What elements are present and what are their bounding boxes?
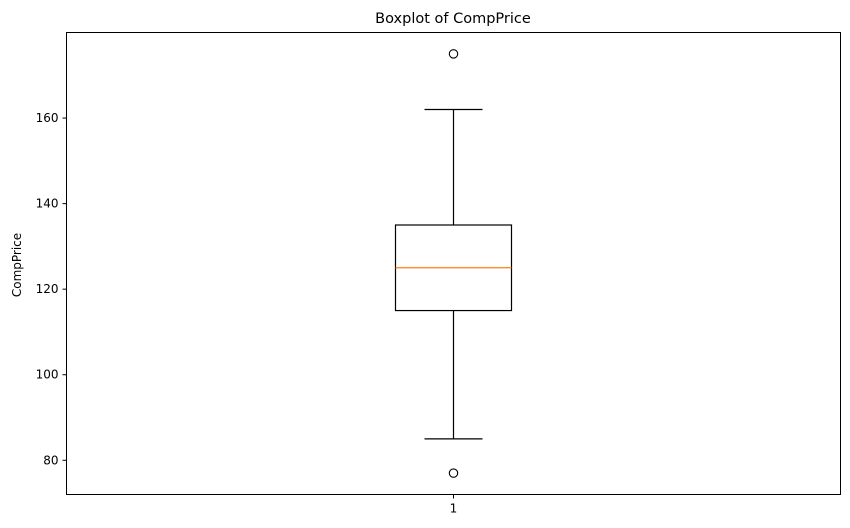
y-tick-label: 120 (36, 282, 59, 296)
outlier-point (448, 49, 459, 59)
y-axis-label: CompPrice (10, 233, 24, 297)
y-tick-label: 140 (36, 197, 59, 211)
y-tick-label: 100 (36, 368, 59, 382)
chart-title: Boxplot of CompPrice (375, 11, 531, 27)
y-tick-label: 80 (43, 453, 58, 467)
y-tick-label: 160 (36, 111, 59, 125)
x-tick-label: 1 (450, 502, 458, 516)
outlier-point (448, 468, 459, 478)
